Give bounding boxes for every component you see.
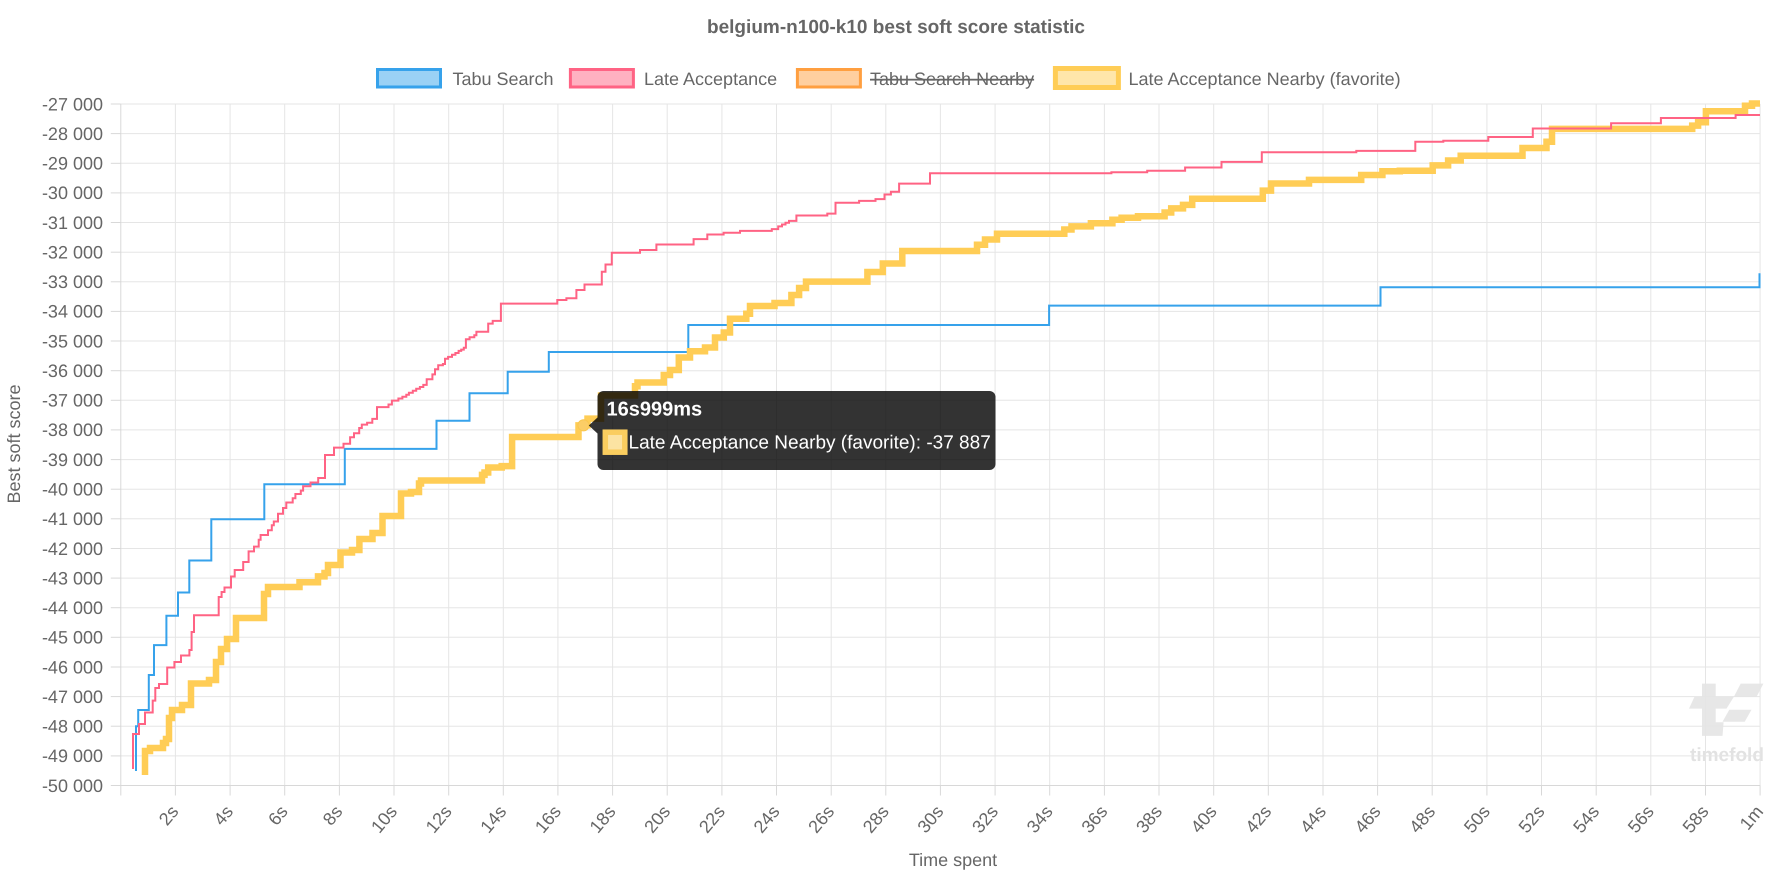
svg-text:-29 000: -29 000 (42, 154, 103, 174)
svg-text:-38 000: -38 000 (42, 420, 103, 440)
svg-text:Late Acceptance Nearby (favori: Late Acceptance Nearby (favorite) (1129, 69, 1401, 89)
svg-text:-50 000: -50 000 (42, 776, 103, 796)
svg-text:-43 000: -43 000 (42, 568, 103, 588)
svg-text:-45 000: -45 000 (42, 628, 103, 648)
svg-text:-44 000: -44 000 (42, 598, 103, 618)
svg-text:-42 000: -42 000 (42, 539, 103, 559)
svg-text:belgium-n100-k10 best soft sco: belgium-n100-k10 best soft score statist… (707, 17, 1085, 38)
svg-text:Time spent: Time spent (909, 850, 997, 870)
svg-text:-47 000: -47 000 (42, 687, 103, 707)
svg-text:-35 000: -35 000 (42, 331, 103, 351)
svg-text:-27 000: -27 000 (42, 94, 103, 114)
svg-text:-37 000: -37 000 (42, 391, 103, 411)
svg-text:-46 000: -46 000 (42, 657, 103, 677)
svg-text:-32 000: -32 000 (42, 243, 103, 263)
svg-text:Late Acceptance Nearby (favori: Late Acceptance Nearby (favorite): -37 8… (629, 433, 991, 454)
svg-text:Tabu Search Nearby: Tabu Search Nearby (870, 69, 1034, 89)
svg-text:-28 000: -28 000 (42, 124, 103, 144)
svg-text:-33 000: -33 000 (42, 272, 103, 292)
svg-text:-39 000: -39 000 (42, 450, 103, 470)
svg-text:-31 000: -31 000 (42, 213, 103, 233)
svg-text:Best soft score: Best soft score (4, 384, 24, 503)
svg-text:16s999ms: 16s999ms (607, 399, 703, 421)
svg-text:-48 000: -48 000 (42, 717, 103, 737)
svg-text:Late Acceptance: Late Acceptance (644, 69, 777, 89)
svg-text:-41 000: -41 000 (42, 509, 103, 529)
svg-text:Tabu Search: Tabu Search (453, 69, 554, 89)
svg-text:-34 000: -34 000 (42, 302, 103, 322)
svg-text:-30 000: -30 000 (42, 183, 103, 203)
svg-text:-40 000: -40 000 (42, 480, 103, 500)
svg-text:-36 000: -36 000 (42, 361, 103, 381)
svg-text:-49 000: -49 000 (42, 746, 103, 766)
